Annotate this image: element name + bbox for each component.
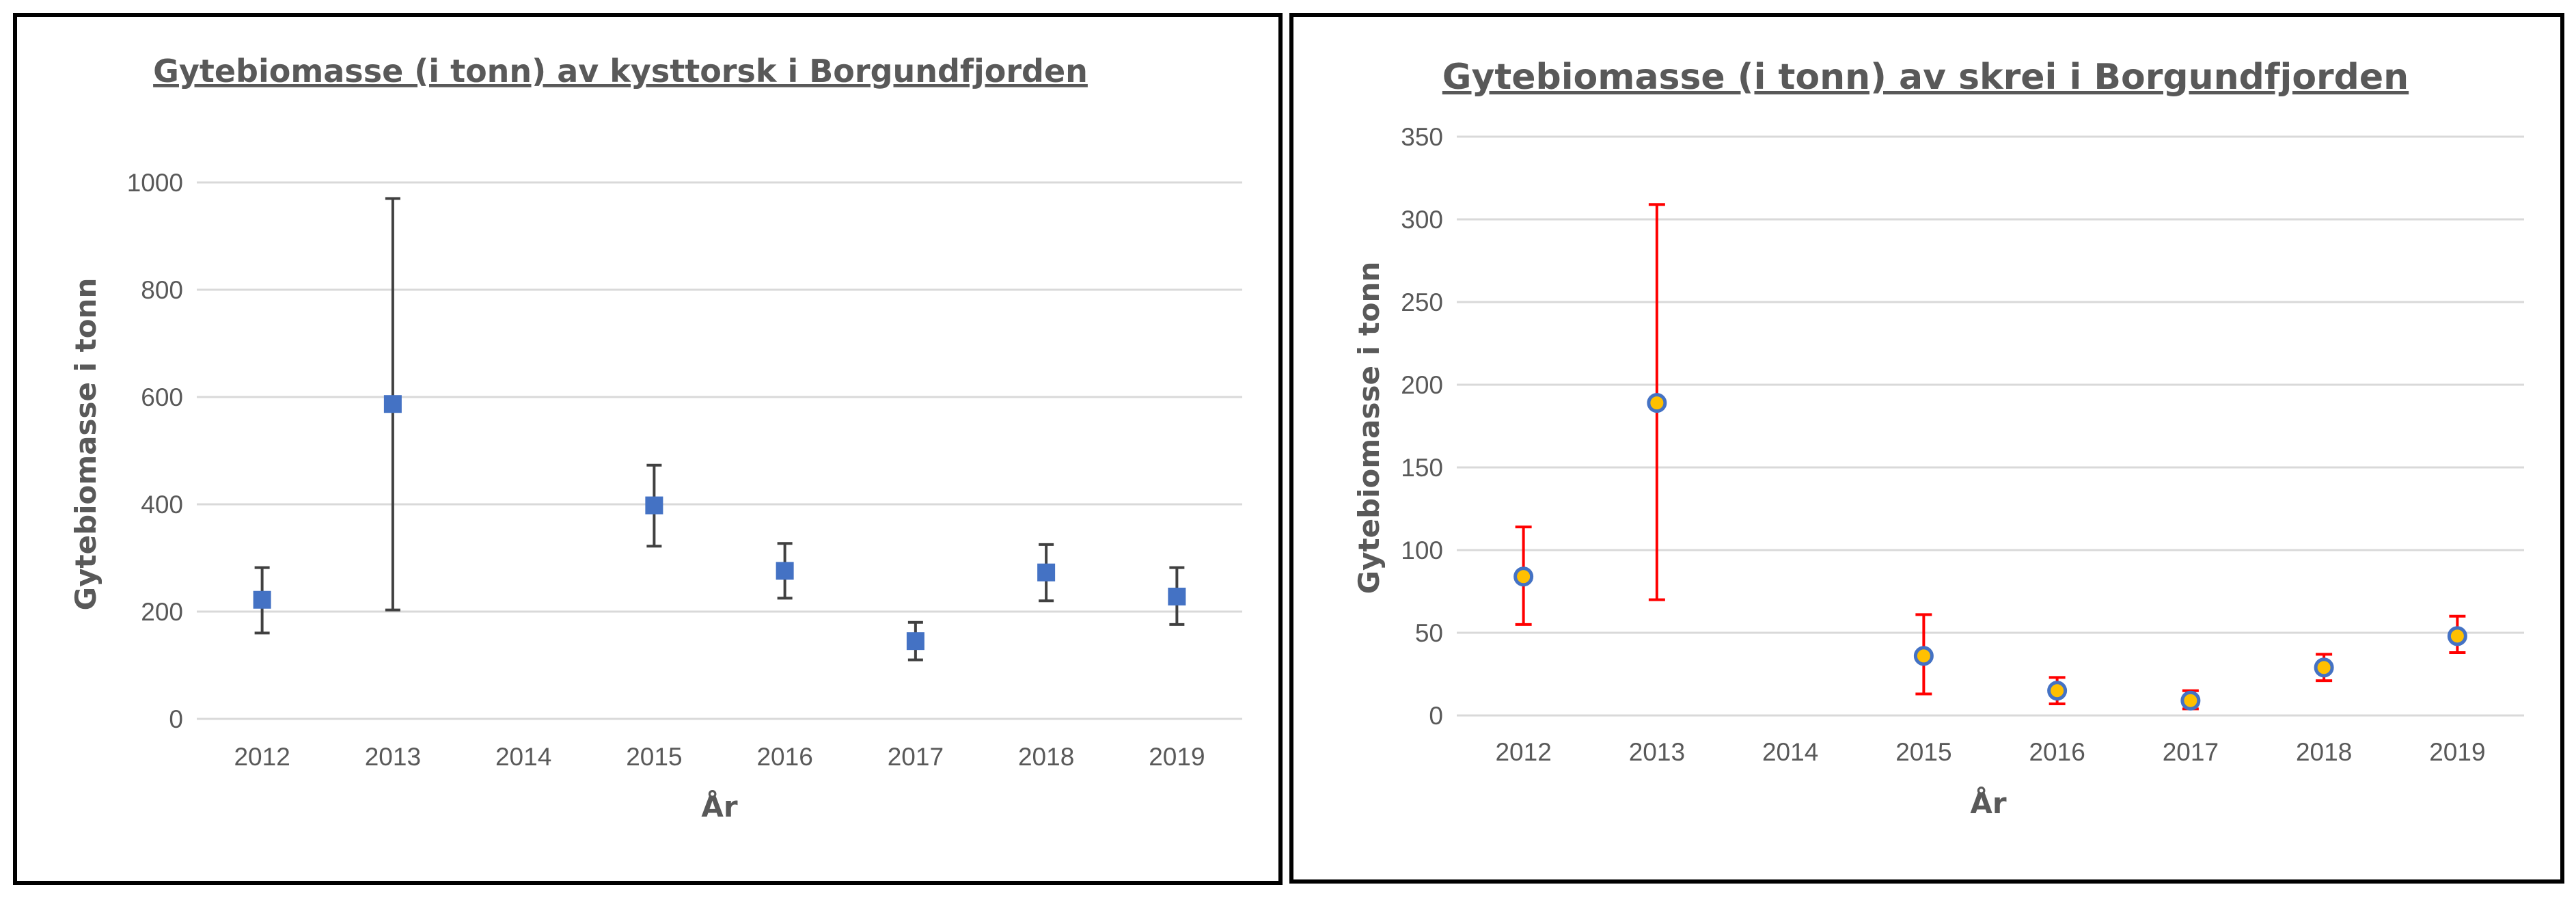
panel-border	[1289, 13, 2564, 884]
plot-area: 0 200 400 600 800 1000 2012 2013 2014 2015 2016 201…	[127, 169, 1242, 771]
x-tick-label: 2017	[2163, 738, 2219, 766]
y-tick-label: 800	[141, 276, 183, 304]
x-axis-title: År	[701, 789, 738, 823]
y-axis-title: Gytebiomasse i tonn	[69, 278, 102, 611]
panel-border	[13, 13, 1283, 885]
chart-kysttorsk: Gytebiomasse (i tonn) av kysttorsk i Bor…	[13, 13, 1283, 885]
x-tick-label: 2016	[756, 743, 812, 771]
plot-area: 0 50 100 150 200 250 300 350 2012 2013 2014 2015 201…	[1401, 123, 2524, 766]
y-tick-label: 200	[141, 598, 183, 626]
data-point	[1647, 393, 1667, 413]
y-tick-label: 100	[1401, 536, 1443, 564]
y-tick-label: 300	[1401, 206, 1443, 234]
y-tick-label: 0	[1429, 702, 1443, 730]
x-tick-label: 2019	[1149, 743, 1205, 771]
y-tick-label: 0	[169, 705, 183, 733]
y-tick-label: 200	[1401, 371, 1443, 399]
y-tick-label: 50	[1415, 619, 1443, 647]
data-point	[1913, 646, 1934, 666]
y-tick-label: 150	[1401, 454, 1443, 482]
chart-panel-skrei: Gytebiomasse (i tonn) av skrei i Borgund…	[1289, 0, 2576, 915]
data-point	[2447, 626, 2467, 646]
data-point	[2180, 690, 2201, 711]
x-axis-title: År	[1970, 786, 2007, 820]
data-point	[1513, 566, 1534, 587]
x-tick-label: 2016	[2029, 738, 2085, 766]
x-tick-label: 2014	[495, 743, 551, 771]
y-tick-label: 250	[1401, 288, 1443, 316]
data-point	[2314, 657, 2334, 678]
data-point	[383, 395, 402, 413]
x-tick-label: 2014	[1762, 738, 1818, 766]
x-tick-label: 2017	[888, 743, 944, 771]
x-tick-label: 2015	[626, 743, 682, 771]
data-point	[1168, 588, 1186, 606]
data-point	[906, 632, 924, 651]
chart-title: Gytebiomasse (i tonn) av skrei i Borgund…	[1442, 57, 2409, 98]
x-tick-label: 2013	[1629, 738, 1685, 766]
x-tick-label: 2019	[2429, 738, 2485, 766]
x-tick-label: 2013	[365, 743, 421, 771]
data-point	[1037, 563, 1056, 582]
chart-title: Gytebiomasse (i tonn) av kysttorsk i Bor…	[153, 53, 1088, 90]
y-tick-label: 1000	[127, 169, 183, 197]
x-tick-label: 2018	[1018, 743, 1074, 771]
chart-skrei: Gytebiomasse (i tonn) av skrei i Borgund…	[1289, 13, 2564, 884]
y-tick-label: 400	[141, 491, 183, 519]
data-point	[253, 590, 271, 609]
y-axis-title: Gytebiomasse i tonn	[1352, 262, 1386, 595]
y-tick-label: 600	[141, 383, 183, 411]
y-tick-label: 350	[1401, 123, 1443, 151]
x-tick-label: 2015	[1895, 738, 1951, 766]
data-point	[645, 496, 663, 515]
x-tick-label: 2012	[234, 743, 290, 771]
x-tick-label: 2012	[1495, 738, 1551, 766]
data-point	[2047, 681, 2068, 701]
data-point	[776, 562, 794, 580]
chart-panel-kysttorsk: Gytebiomasse (i tonn) av kysttorsk i Bor…	[13, 13, 1283, 885]
x-tick-label: 2018	[2296, 738, 2352, 766]
